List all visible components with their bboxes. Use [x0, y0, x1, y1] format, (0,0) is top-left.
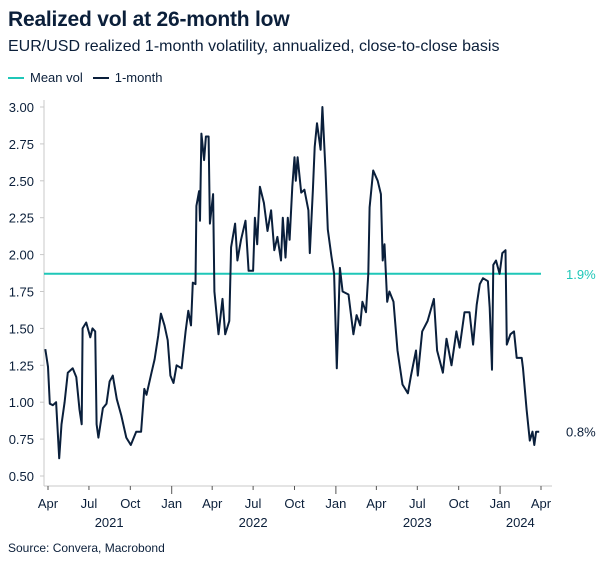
y-tick-label: 1.25: [9, 358, 34, 373]
y-tick-label: 2.00: [9, 248, 34, 263]
x-tick-label: Apr: [366, 496, 387, 511]
x-tick-label: Apr: [202, 496, 223, 511]
legend-swatch-mean: [8, 76, 24, 79]
chart-subtitle: EUR/USD realized 1-month volatility, ann…: [8, 38, 500, 55]
x-tick-label: Jul: [409, 496, 426, 511]
source-note: Source: Convera, Macrobond: [8, 541, 165, 555]
y-tick-label: 2.50: [9, 174, 34, 189]
chart-title: Realized vol at 26-month low: [8, 8, 290, 31]
x-tick-label: Jul: [81, 496, 98, 511]
x-tick-label: Jan: [490, 496, 511, 511]
x-tick-label: Jul: [245, 496, 262, 511]
x-year-label: 2021: [95, 515, 124, 530]
one-month-vol-line: [44, 106, 540, 460]
y-tick-label: 0.50: [9, 469, 34, 484]
y-tick-label: 1.75: [9, 285, 34, 300]
y-tick-label: 2.75: [9, 137, 34, 152]
y-tick-label: 1.50: [9, 321, 34, 336]
one-month-vol-end-label: 0.8%: [566, 425, 596, 440]
x-tick-label: Apr: [531, 496, 552, 511]
x-tick-label: Oct: [284, 496, 305, 511]
x-tick-label: Jan: [325, 496, 346, 511]
y-tick-label: 1.00: [9, 395, 34, 410]
x-tick-label: Apr: [38, 496, 59, 511]
x-year-label: 2023: [403, 515, 432, 530]
x-year-label: 2022: [239, 515, 268, 530]
legend-swatch-1-month: [92, 76, 109, 79]
y-tick-label: 2.25: [9, 211, 34, 226]
x-tick-label: Jan: [161, 496, 182, 511]
x-year-label: 2024: [506, 515, 535, 530]
legend-label-1-month: 1-month: [114, 70, 163, 85]
y-tick-label: 3.00: [9, 100, 34, 115]
legend-label-mean: Mean vol: [30, 70, 83, 85]
x-tick-label: Oct: [120, 496, 141, 511]
legend: Mean vol 1-month: [8, 70, 162, 85]
mean-vol-end-label: 1.9%: [566, 267, 596, 282]
y-tick-label: 0.75: [9, 432, 34, 447]
x-tick-label: Oct: [449, 496, 470, 511]
